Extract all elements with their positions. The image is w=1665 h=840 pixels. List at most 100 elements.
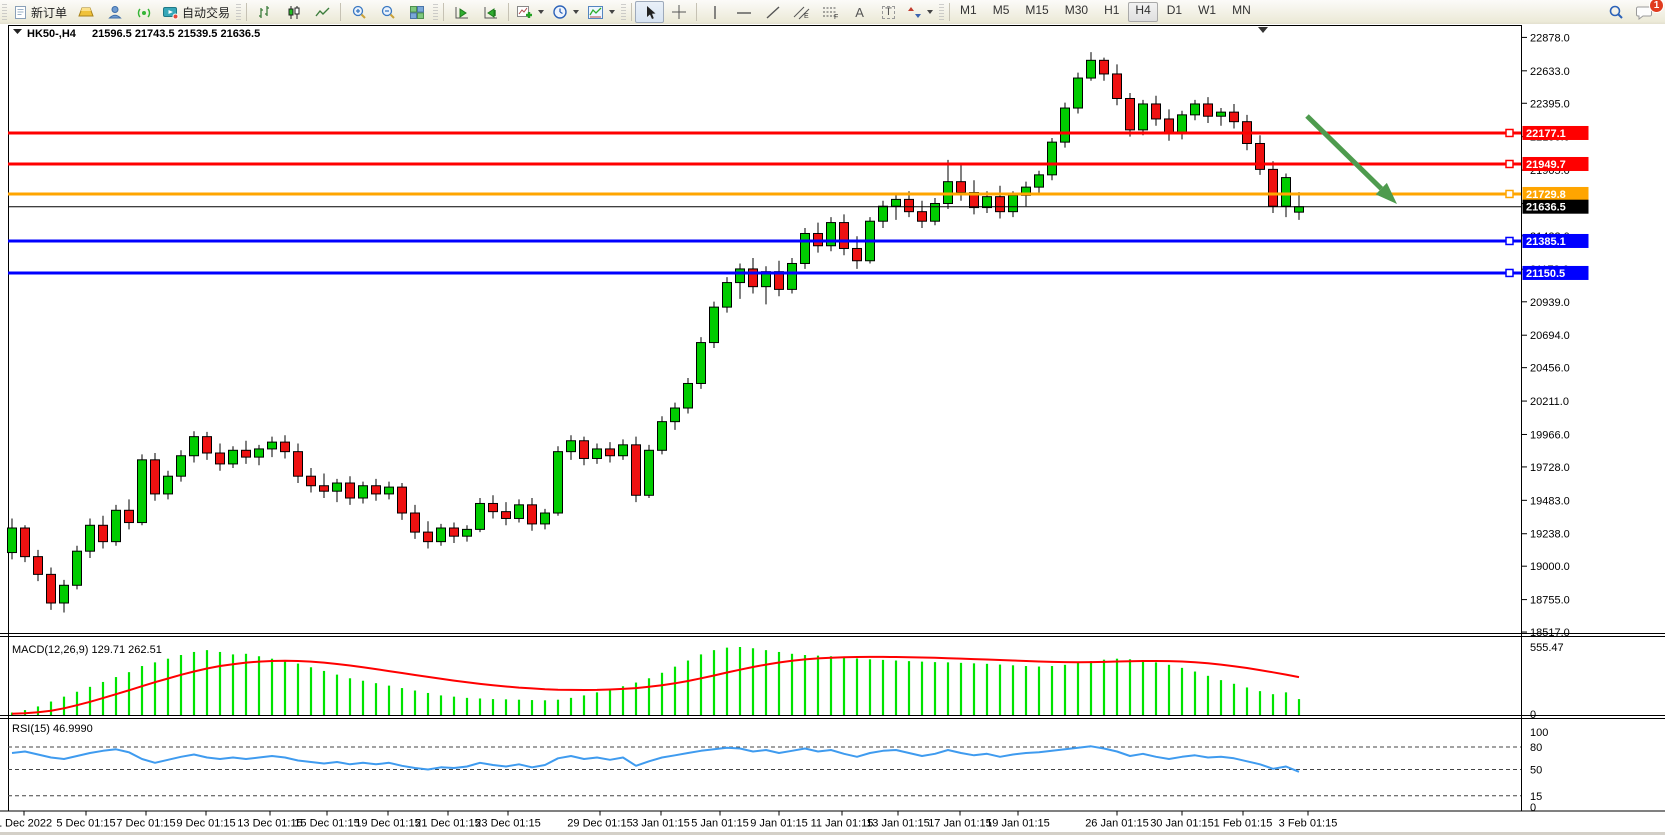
bar-marker-icon xyxy=(1258,27,1268,33)
line-handle[interactable] xyxy=(1505,189,1514,199)
candle xyxy=(657,421,667,451)
timeframe-m5-button[interactable]: M5 xyxy=(992,3,1010,17)
periods-button[interactable] xyxy=(548,1,583,23)
candle xyxy=(514,504,524,519)
svg-text:E: E xyxy=(804,13,809,20)
timeframe-m15-button[interactable]: M15 xyxy=(1025,3,1049,17)
templates-button[interactable] xyxy=(583,1,619,23)
autoscroll-button[interactable] xyxy=(476,1,505,23)
candle xyxy=(137,459,147,524)
time-axis[interactable]: 1 Dec 2022 5 Dec 01:15 7 Dec 01:15 9 Dec 01… xyxy=(0,810,1337,830)
line-handle[interactable] xyxy=(1505,268,1514,278)
vertical-line-icon xyxy=(713,5,716,19)
candle xyxy=(410,512,420,533)
line-handle[interactable] xyxy=(1505,236,1514,246)
zoom-out-button[interactable] xyxy=(373,1,402,23)
candle xyxy=(956,181,966,194)
candle xyxy=(1229,111,1239,123)
price-tick-label: 18755.0 xyxy=(1530,595,1570,607)
support-badge-label: 21385.1 xyxy=(1526,236,1566,248)
trend-arrow-head[interactable] xyxy=(1375,182,1397,204)
text-tool-button[interactable]: A xyxy=(845,1,874,23)
bar-chart-button[interactable] xyxy=(250,1,279,23)
zoom-in-button[interactable] xyxy=(344,1,373,23)
candle xyxy=(683,382,693,409)
price-tick-label: 18517.0 xyxy=(1530,627,1570,639)
timeframe-h1-button[interactable]: H1 xyxy=(1104,3,1120,17)
tile-windows-button[interactable] xyxy=(402,1,431,23)
new-order-button[interactable]: 新订单 xyxy=(9,1,71,23)
line-handle[interactable] xyxy=(1505,159,1514,169)
gold-button[interactable] xyxy=(71,1,100,23)
time-tick-label: 26 Jan 01:15 xyxy=(1085,818,1149,830)
chart-autoscroll-icon xyxy=(484,6,497,18)
candle xyxy=(228,449,238,465)
price-tick-label: 20939.0 xyxy=(1530,297,1570,309)
line-chart-button[interactable] xyxy=(308,1,337,23)
trend-arrow[interactable] xyxy=(1305,114,1397,204)
timeframe-mn-button[interactable]: MN xyxy=(1232,3,1251,17)
channel-tool-button[interactable]: E xyxy=(787,1,816,23)
line-handle[interactable] xyxy=(1505,128,1514,138)
price-chart[interactable]: 22878.022633.022395.022150.021905.021660… xyxy=(0,24,1665,835)
text-a-icon: A xyxy=(855,4,864,20)
signal-button[interactable] xyxy=(129,1,158,23)
horizontal-lines-layer[interactable] xyxy=(8,128,1521,278)
candle xyxy=(436,527,446,543)
vertical-line-tool-button[interactable] xyxy=(700,1,729,23)
candle xyxy=(605,448,615,457)
horizontal-line-tool-button[interactable] xyxy=(729,1,758,23)
resistance-badge xyxy=(1522,125,1589,140)
time-tick-label: 21 Dec 01:15 xyxy=(415,818,480,830)
candle xyxy=(1073,77,1083,109)
chart-window[interactable]: 22878.022633.022395.022150.021905.021660… xyxy=(0,24,1665,840)
candle xyxy=(839,222,849,249)
add-indicator-button[interactable] xyxy=(512,1,548,23)
trendline-tool-button[interactable] xyxy=(758,1,787,23)
pivot-badge-label: 21729.8 xyxy=(1526,189,1566,201)
text-label-tool-button[interactable]: T xyxy=(874,1,903,23)
timeframe-w1-button[interactable]: W1 xyxy=(1198,3,1217,17)
price-axis[interactable]: 22878.022633.022395.022150.021905.021660… xyxy=(1521,32,1589,639)
price-tick-label: 19238.0 xyxy=(1530,529,1570,541)
timeframe-m30-button[interactable]: M30 xyxy=(1064,3,1089,17)
candle xyxy=(72,550,82,586)
candle xyxy=(748,268,758,288)
symbol-collapse-arrow-icon[interactable] xyxy=(13,29,22,34)
candle xyxy=(891,198,901,207)
candle xyxy=(1060,107,1070,143)
autotrading-button[interactable]: 自动交易 xyxy=(158,1,234,23)
candle xyxy=(397,486,407,514)
current-price-badge-label: 21636.5 xyxy=(1526,202,1566,214)
candle xyxy=(111,509,121,543)
arrows-tool-button[interactable] xyxy=(903,1,937,23)
candle xyxy=(332,482,342,492)
autotrading-label: 自动交易 xyxy=(182,5,231,20)
notifications-button[interactable]: 1 xyxy=(1630,0,1664,23)
timeframe-d1-button[interactable]: D1 xyxy=(1166,3,1183,17)
candle xyxy=(618,444,628,457)
candle xyxy=(982,196,992,209)
candlestick-chart-button[interactable] xyxy=(279,1,308,23)
resistance-badge xyxy=(1522,156,1589,171)
candle xyxy=(150,459,160,495)
time-tick-label: 19 Dec 01:15 xyxy=(355,818,420,830)
fibonacci-tool-button[interactable]: F xyxy=(816,1,845,23)
candle xyxy=(1203,103,1213,117)
crosshair-tool-button[interactable] xyxy=(664,1,693,23)
candle xyxy=(384,486,394,495)
support-button[interactable] xyxy=(100,1,129,23)
cursor-icon xyxy=(646,5,656,19)
timeframe-m1-button[interactable]: M1 xyxy=(960,3,977,17)
cursor-tool-button[interactable] xyxy=(635,1,665,23)
candle xyxy=(462,528,472,537)
candle xyxy=(293,451,303,477)
candle xyxy=(20,527,30,558)
trend-arrow-line[interactable] xyxy=(1305,114,1384,191)
search-button[interactable] xyxy=(1601,1,1630,23)
macd-scale-max: 555.47 xyxy=(1530,642,1564,654)
timeframe-h4-button[interactable]: H4 xyxy=(1128,2,1158,22)
candle xyxy=(592,448,602,459)
shift-chart-button[interactable] xyxy=(447,1,476,23)
candle xyxy=(709,306,719,344)
